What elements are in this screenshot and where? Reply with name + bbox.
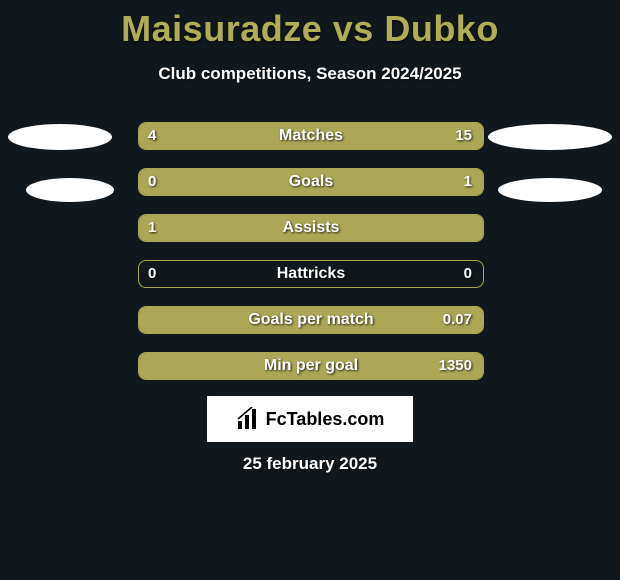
logo-text: FcTables.com (266, 409, 385, 430)
stat-bar-left-fill (139, 123, 211, 149)
snapshot-date: 25 february 2025 (0, 454, 620, 474)
decorative-ellipse (498, 178, 602, 202)
stat-bar-track (138, 122, 484, 150)
source-logo: FcTables.com (207, 396, 413, 442)
bar-chart-icon (236, 407, 260, 431)
stat-bar-row: Hattricks00 (0, 252, 620, 298)
stat-bar-track (138, 352, 484, 380)
stat-bar-right-fill (211, 123, 483, 149)
stat-bar-track (138, 168, 484, 196)
decorative-ellipse (8, 124, 112, 150)
stats-bars-area: Matches415Goals01Assists1Hattricks00Goal… (0, 114, 620, 390)
vs-separator: vs (333, 8, 374, 49)
stat-bar-right-fill (139, 353, 483, 379)
stat-bar-track (138, 214, 484, 242)
player-left-name: Maisuradze (121, 8, 322, 49)
player-right-name: Dubko (384, 8, 499, 49)
decorative-ellipse (488, 124, 612, 150)
stat-bar-left-fill (139, 215, 483, 241)
stat-bar-row: Min per goal1350 (0, 344, 620, 390)
stat-bar-track (138, 260, 484, 288)
stat-bar-row: Assists1 (0, 206, 620, 252)
comparison-title: Maisuradze vs Dubko (0, 0, 620, 50)
decorative-ellipse (26, 178, 114, 202)
stat-bar-row: Goals per match0.07 (0, 298, 620, 344)
stat-bar-right-fill (139, 169, 483, 195)
stat-bar-right-fill (139, 307, 483, 333)
subtitle: Club competitions, Season 2024/2025 (0, 64, 620, 84)
stat-bar-track (138, 306, 484, 334)
